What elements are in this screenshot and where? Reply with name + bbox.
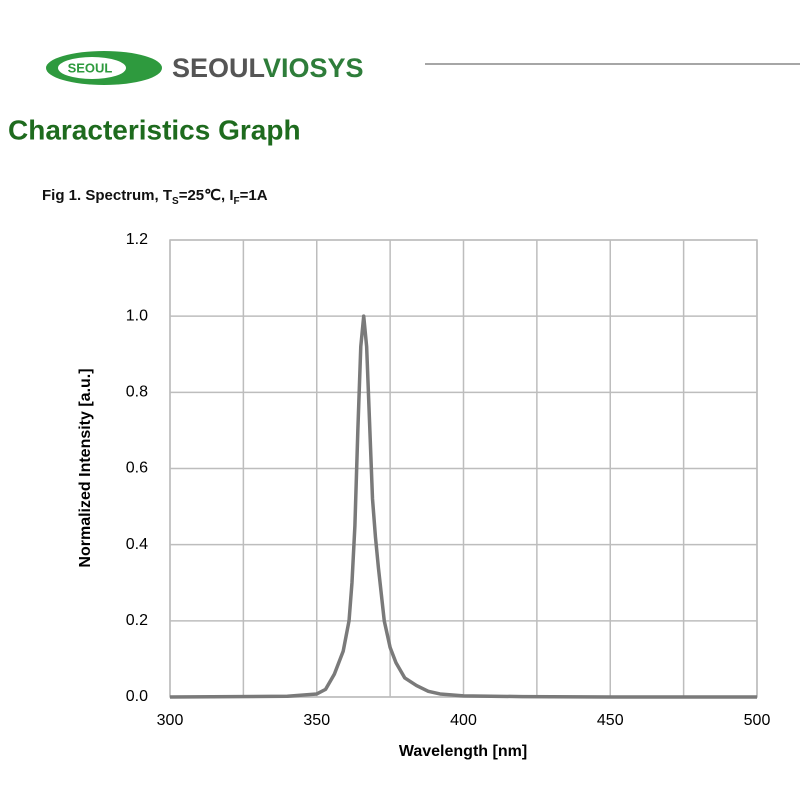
title-sub: F — [234, 196, 240, 207]
brand-b: VIOSYS — [263, 53, 364, 83]
y-axis-label: Normalized Intensity [a.u.] — [77, 368, 94, 567]
brand-a: SEOUL — [172, 53, 265, 83]
title-part: Fig 1. Spectrum, T — [42, 187, 172, 204]
brand: SEOULVIOSYS — [172, 53, 364, 83]
x-tick-label: 300 — [157, 712, 184, 729]
title-part: =1A — [240, 187, 268, 204]
logo-text: SEOUL — [68, 60, 113, 75]
title-part: =25℃, I — [179, 187, 234, 204]
y-tick-label: 0.0 — [126, 688, 148, 705]
chart-title: Fig 1. Spectrum, TS=25℃, IF=1A — [42, 187, 268, 207]
x-tick-label: 350 — [303, 712, 330, 729]
y-tick-label: 0.8 — [126, 384, 148, 401]
y-tick-label: 0.4 — [126, 536, 148, 553]
x-tick-label: 450 — [597, 712, 624, 729]
spectrum-line — [169, 314, 757, 699]
x-tick-label: 400 — [450, 712, 477, 729]
y-tick-label: 1.0 — [126, 307, 148, 324]
heading: Characteristics Graph — [8, 114, 301, 145]
x-axis-label: Wavelength [nm] — [399, 743, 527, 760]
x-tick-label: 500 — [744, 712, 771, 729]
logo-inner — [58, 57, 126, 79]
y-tick-label: 0.6 — [126, 460, 148, 477]
y-tick-label: 0.2 — [126, 612, 148, 629]
title-sub: S — [172, 196, 179, 207]
y-tick-label: 1.2 — [126, 231, 148, 248]
